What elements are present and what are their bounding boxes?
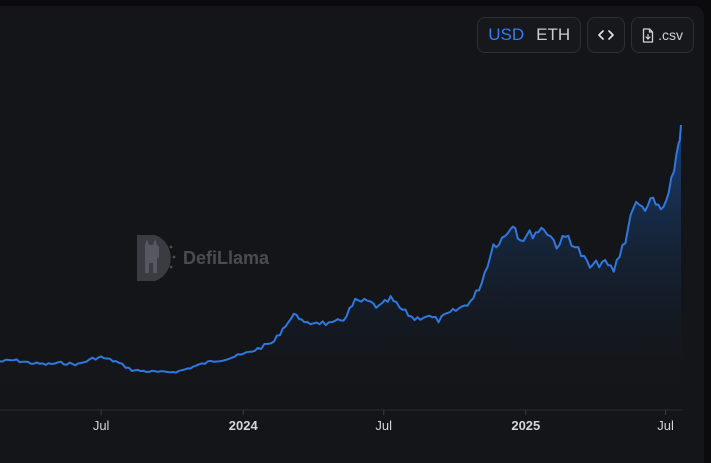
x-tick-label-3: 2025 [511,418,540,433]
x-tick-label-0: Jul [93,418,110,433]
series-0-line [0,124,682,374]
series-0-area [0,125,681,410]
chart-toolbar: USD ETH .csv [477,17,694,53]
llama-logo-icon [137,235,176,281]
x-tick-label-4: Jul [657,418,674,433]
file-download-icon [642,27,654,43]
currency-usd-button[interactable]: USD [488,25,525,44]
x-tick-label-2: Jul [375,418,392,433]
x-tick-label-1: 2024 [229,418,259,433]
embed-button[interactable] [587,17,626,53]
download-csv-button[interactable]: .csv [631,17,694,53]
currency-eth-button[interactable]: ETH [536,25,571,44]
watermark-text: DefiLlama [183,247,270,268]
currency-toggle: USD ETH [477,17,582,53]
csv-label: .csv [658,27,683,43]
defillama-watermark: DefiLlama [131,233,269,283]
code-icon [598,30,614,40]
